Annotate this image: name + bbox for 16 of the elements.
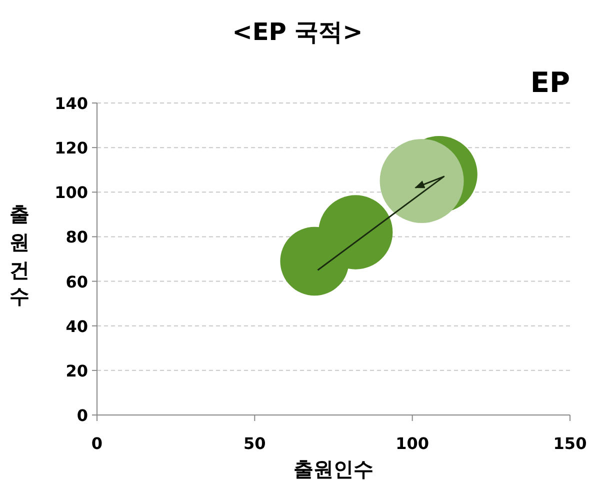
y-tick-label: 100	[54, 183, 88, 202]
x-tick-label: 100	[396, 434, 430, 453]
x-axis-title: 출원인수	[294, 457, 374, 481]
y-tick-label: 40	[66, 316, 88, 336]
y-tick-label: 20	[66, 361, 88, 380]
y-tick-label: 140	[54, 94, 88, 113]
text: EP	[530, 66, 570, 99]
y-tick-label: 120	[54, 138, 88, 158]
chart-title: <EP 국적>	[232, 18, 363, 46]
y-tick-label: 0	[76, 406, 88, 425]
x-tick-label: 0	[91, 434, 103, 453]
x-tick-label: 50	[244, 434, 266, 453]
y-tick-label: 60	[66, 272, 88, 292]
x-tick-label: 150	[553, 434, 587, 453]
y-axis-title: 출원건수	[8, 190, 32, 307]
y-tick-label: 80	[66, 228, 88, 247]
